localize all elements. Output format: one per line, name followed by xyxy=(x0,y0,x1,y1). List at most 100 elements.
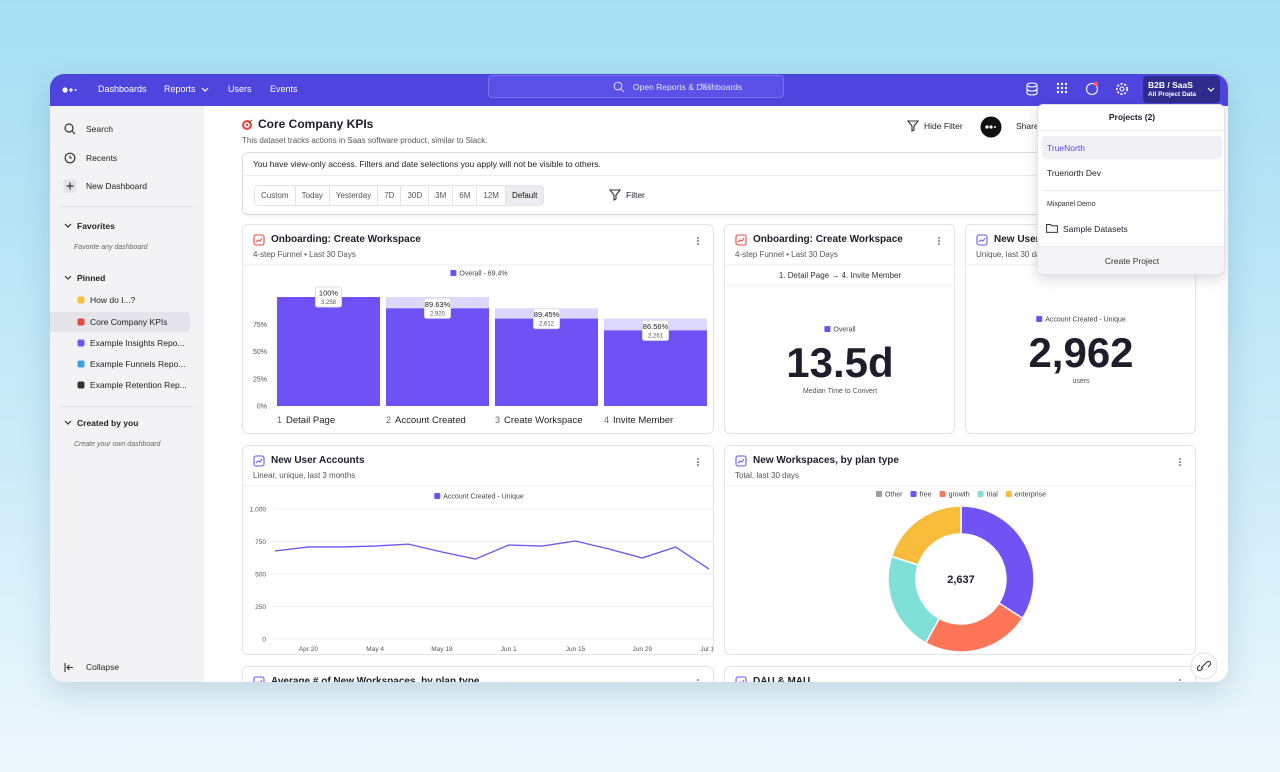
bar xyxy=(277,297,380,406)
dropdown-footer xyxy=(1038,246,1224,274)
x-tick-label: Detail Page xyxy=(286,415,335,426)
icon xyxy=(63,179,77,193)
card-subtitle: Total, last 30 days xyxy=(735,471,800,480)
create-project[interactable]: Create Project xyxy=(1104,256,1160,266)
share[interactable]: Share xyxy=(1016,121,1039,131)
link-button[interactable] xyxy=(1189,651,1219,681)
legend-swatch xyxy=(875,491,882,497)
card-icon xyxy=(735,676,747,682)
x-tick-label: Create Workspace xyxy=(504,415,583,426)
icon-shape xyxy=(735,455,747,467)
dashboard-subtitle: This dataset tracks actions in Saas soft… xyxy=(242,136,488,145)
logo xyxy=(62,87,77,93)
pinned-item[interactable]: Example Retention Rep... xyxy=(90,380,187,390)
dot xyxy=(938,243,940,245)
dot xyxy=(697,461,699,463)
nav-item[interactable]: Users xyxy=(228,84,252,94)
legend-label: trial xyxy=(987,492,999,499)
card-icon xyxy=(735,234,747,246)
x-tick-label: Jun 1 xyxy=(501,646,517,653)
icon-shape xyxy=(255,237,263,243)
y-tick-label: 500 xyxy=(255,572,266,579)
avatar[interactable] xyxy=(980,116,1002,138)
icon-shape xyxy=(737,237,745,243)
nav-item[interactable]: Reports xyxy=(164,84,196,94)
donut-slice xyxy=(890,505,962,566)
date-range-group: Custom Today Yesterday 7D 30D 3M 6M 12M Default xyxy=(254,185,545,206)
dot xyxy=(697,679,699,681)
card-icon xyxy=(976,234,988,246)
pinned-icon xyxy=(77,339,85,347)
card-icon xyxy=(735,455,747,467)
bar-label-box xyxy=(424,297,451,319)
legend-label: Other xyxy=(885,492,903,499)
card-menu xyxy=(1179,458,1181,466)
report-card: Average # of New Workspaces, by plan typ… xyxy=(242,666,714,682)
card-menu xyxy=(938,237,940,245)
project-option[interactable]: TrueNorth xyxy=(1047,143,1085,153)
pinned-item[interactable]: How do I...? xyxy=(90,295,136,305)
pinned-item[interactable]: Example Insights Repo... xyxy=(90,338,185,348)
divider xyxy=(60,406,194,407)
chevron xyxy=(201,87,209,92)
legend-swatch xyxy=(450,270,457,276)
pinned-header[interactable]: Pinned xyxy=(77,273,106,283)
dot xyxy=(938,240,940,242)
date-range[interactable]: 6M xyxy=(453,186,478,205)
nav-recents[interactable]: Recents xyxy=(86,153,118,163)
bar xyxy=(386,308,489,406)
card-title: Average # of New Workspaces, by plan typ… xyxy=(271,676,480,682)
date-range[interactable]: Yesterday xyxy=(330,186,379,205)
app-window: Open Reports & Dashboards ⌘K B2B / SaaS … xyxy=(50,74,1228,682)
created-header[interactable]: Created by you xyxy=(77,418,139,428)
step-number: 3 xyxy=(495,415,500,425)
date-range[interactable]: Today xyxy=(296,186,330,205)
nav-item[interactable]: Events xyxy=(270,84,298,94)
x-tick-label: Invite Member xyxy=(613,415,673,426)
date-range[interactable]: 30D xyxy=(401,186,430,205)
dataset-option[interactable]: Sample Datasets xyxy=(1063,224,1128,234)
dashboard-icon xyxy=(242,119,253,130)
icon-shape xyxy=(255,458,263,464)
favorites-header[interactable]: Favorites xyxy=(77,221,115,231)
collapse[interactable]: Collapse xyxy=(86,662,120,672)
x-tick-label: Jul 13 xyxy=(700,646,714,653)
card-icon xyxy=(253,455,265,467)
caret xyxy=(64,275,72,280)
card-title: New Workspaces, by plan type xyxy=(753,455,899,466)
nav-search[interactable]: Search xyxy=(86,124,113,134)
project-sub: All Project Data xyxy=(1148,91,1197,98)
search-box[interactable]: Open Reports & Dashboards ⌘K xyxy=(488,75,784,98)
date-range[interactable]: 7D xyxy=(378,186,402,205)
created-empty: Create your own dashboard xyxy=(74,441,161,448)
nav-item[interactable]: Dashboards xyxy=(98,84,147,94)
date-range[interactable]: Custom xyxy=(255,186,296,205)
shortcut: ⌘K xyxy=(700,82,714,91)
project-button[interactable]: B2B / SaaS All Project Data xyxy=(1143,76,1220,103)
project-dropdown: Projects (2) TrueNorth Truenorth Dev Mix… xyxy=(1037,104,1225,275)
bar xyxy=(495,318,598,406)
y-tick-label: 0 xyxy=(262,637,266,644)
chart: Overall - 69.4% 0% 25% 50% 75% 100% 3,258 1 Deta… xyxy=(243,264,713,426)
donut-slice xyxy=(887,555,941,644)
project-option[interactable]: Truenorth Dev xyxy=(1047,168,1102,178)
date-range[interactable]: 12M xyxy=(477,186,506,205)
icon-shape xyxy=(253,676,265,682)
bar-label-box xyxy=(533,308,560,330)
nav-new-dashboard[interactable]: New Dashboard xyxy=(86,181,147,191)
pinned-item[interactable]: Example Funnels Repo... xyxy=(90,359,186,369)
bar-label-box xyxy=(642,319,669,341)
search-placeholder: Open Reports & Dashboards xyxy=(633,82,743,92)
dot xyxy=(697,464,699,466)
card-title: New User Accounts xyxy=(271,455,365,466)
date-range[interactable]: Default xyxy=(505,186,544,205)
date-range[interactable]: 3M xyxy=(429,186,454,205)
icon-shape xyxy=(253,234,265,246)
filter-button[interactable]: Filter xyxy=(626,190,645,200)
y-tick-label: 1,000 xyxy=(250,507,267,514)
bar-label: 89.45% xyxy=(534,310,560,319)
hide-filter[interactable]: Hide Filter xyxy=(924,121,963,131)
legend-label: growth xyxy=(949,492,970,499)
pinned-item[interactable]: Core Company KPIs xyxy=(90,317,168,327)
icon-shape xyxy=(976,234,988,246)
